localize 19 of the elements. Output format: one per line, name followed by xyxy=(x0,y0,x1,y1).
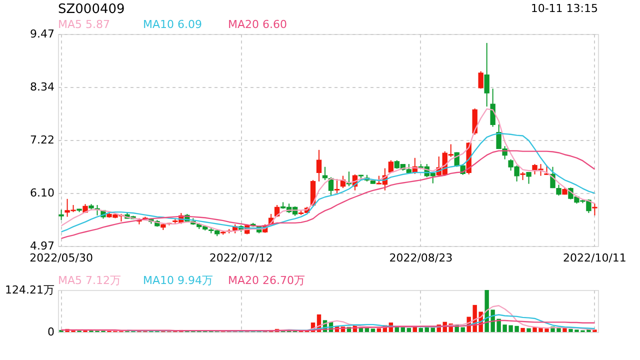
text: MA20 26.70万 xyxy=(228,274,305,287)
y-tick-label: 124.21万 xyxy=(5,284,54,296)
x-tick-label: 2022/05/30 xyxy=(30,252,93,264)
text: MA20 6.60 xyxy=(228,18,288,31)
x-tick-label: 2022/07/12 xyxy=(209,252,273,264)
x-tick-label: 2022/08/23 xyxy=(389,252,453,264)
text: 10-11 13:15 xyxy=(530,2,598,15)
y-tick-label: 6.10 xyxy=(30,186,54,200)
text: MA10 9.94万 xyxy=(143,274,214,287)
x-tick-label: 2022/10/11 xyxy=(563,252,626,264)
y-tick-label: 8.34 xyxy=(30,80,54,94)
text: MA5 5.87 xyxy=(58,18,110,31)
y-tick-label: 0 xyxy=(48,326,54,338)
y-tick-label: 7.22 xyxy=(30,134,54,146)
text: MA5 7.12万 xyxy=(58,274,122,287)
text: MA10 6.09 xyxy=(143,18,202,31)
chart-title: SZ000409 xyxy=(58,2,125,17)
y-tick-label: 9.47 xyxy=(30,28,54,40)
y-tick-label: 4.97 xyxy=(30,240,54,252)
